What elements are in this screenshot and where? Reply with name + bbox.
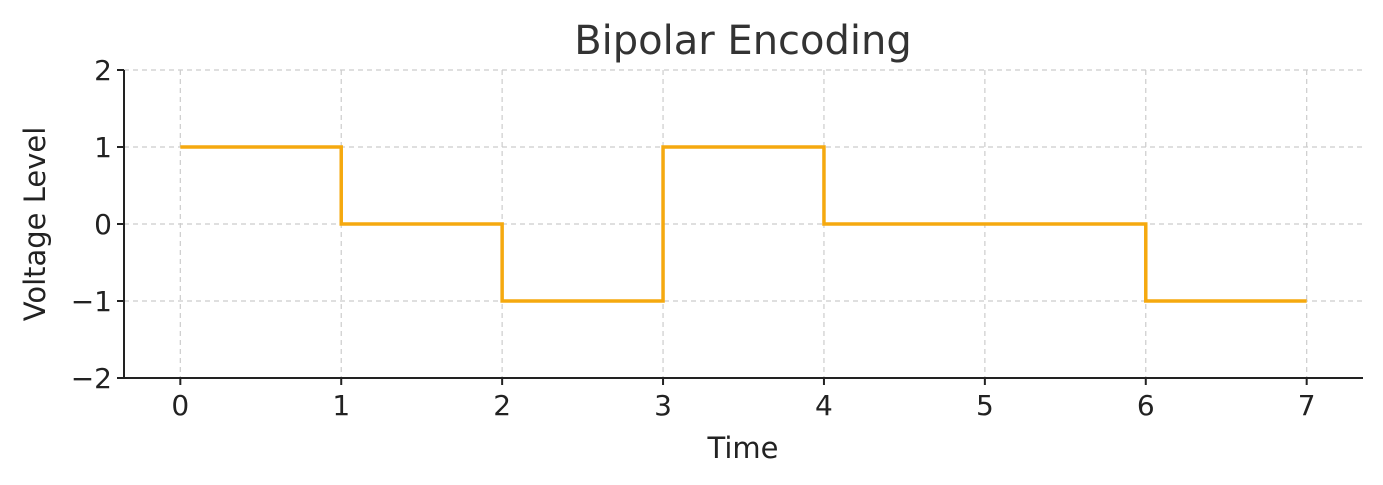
chart-title: Bipolar Encoding [574, 18, 912, 64]
x-tick-label: 6 [1137, 389, 1155, 422]
y-tick-label: −1 [71, 285, 112, 318]
x-axis-label: Time [707, 431, 779, 465]
x-tick-label: 1 [332, 389, 350, 422]
y-tick-label: 1 [94, 131, 112, 164]
y-tick-label: −2 [71, 362, 112, 395]
x-tick-label: 7 [1298, 389, 1316, 422]
y-axis-ticks: 2 1 0 −1 −2 [71, 54, 124, 395]
y-axis-label: Voltage Level [18, 127, 52, 322]
y-tick-label: 2 [94, 54, 112, 87]
x-tick-label: 5 [976, 389, 994, 422]
x-tick-label: 0 [171, 389, 189, 422]
x-axis-ticks: 0 1 2 3 4 5 6 7 [171, 378, 1316, 422]
x-tick-label: 2 [493, 389, 511, 422]
x-tick-label: 4 [815, 389, 833, 422]
series-layer [180, 145, 1307, 303]
x-tick-label: 3 [654, 389, 672, 422]
series-line [180, 145, 1307, 303]
y-tick-label: 0 [94, 208, 112, 241]
grid [124, 69, 1363, 379]
